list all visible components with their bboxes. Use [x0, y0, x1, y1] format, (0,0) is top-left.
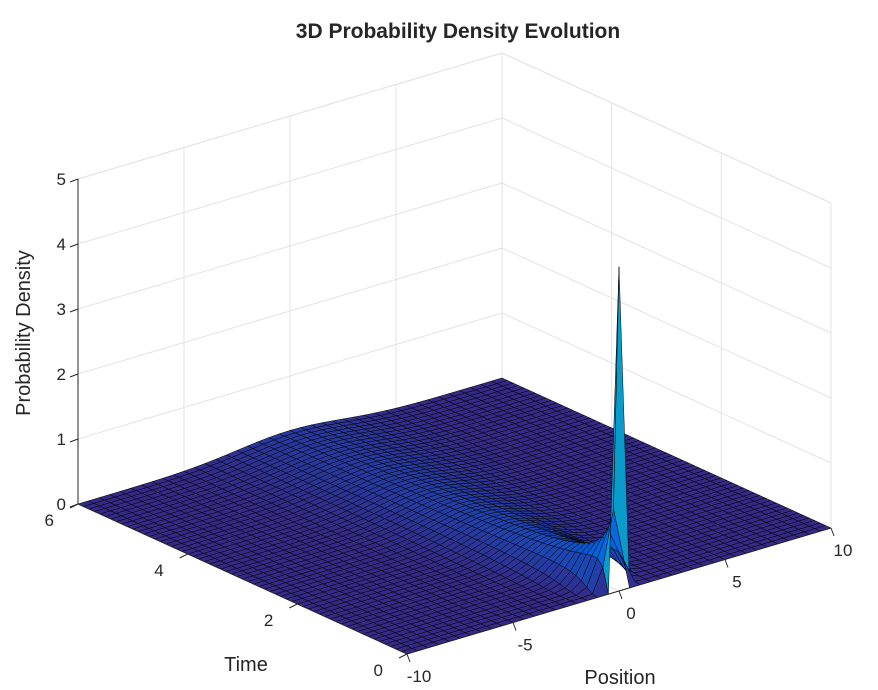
x-tick-mark [830, 527, 835, 537]
x-tick-label: -5 [517, 636, 532, 655]
y-axis-label: Time [224, 654, 268, 676]
grid-line [501, 312, 832, 464]
grid-line [501, 247, 832, 399]
x-tick-label: 0 [626, 604, 635, 623]
z-tick-mark [69, 373, 79, 378]
y-tick-mark [398, 653, 408, 659]
x-tick-mark [512, 622, 517, 631]
surface-layer [77, 266, 832, 655]
z-tick-mark [69, 243, 79, 248]
z-tick-mark [69, 503, 79, 508]
y-axis-line [77, 503, 408, 655]
grid-line [501, 182, 832, 334]
grid-line [501, 117, 832, 269]
x-tick-mark [406, 653, 411, 663]
x-tick-label: -10 [407, 667, 432, 686]
grid-line [77, 247, 503, 375]
chart-title: 3D Probability Density Evolution [296, 20, 620, 43]
z-tick-label: 1 [57, 430, 66, 449]
y-tick-label: 4 [154, 561, 163, 580]
x-tick-label: 5 [732, 573, 741, 592]
x-tick-mark [618, 590, 623, 600]
z-tick-label: 5 [57, 170, 66, 189]
box-edge-side-top [501, 52, 832, 204]
z-axis-label: Probability Density [13, 250, 35, 416]
z-tick-mark [69, 178, 79, 183]
x-tick-mark [724, 559, 729, 568]
z-tick-label: 0 [57, 495, 66, 514]
grid-line [77, 117, 503, 245]
x-axis-label: Position [584, 667, 655, 689]
box-edge-back-top [77, 52, 503, 180]
z-tick-mark [69, 308, 79, 313]
y-tick-label: 0 [374, 661, 383, 680]
z-tick-mark [69, 438, 79, 443]
y-tick-label: 6 [45, 511, 54, 530]
y-tick-mark [289, 603, 298, 609]
z-tick-label: 4 [57, 235, 66, 254]
grid-line [77, 312, 503, 440]
y-tick-label: 2 [264, 611, 273, 630]
z-tick-label: 2 [57, 365, 66, 384]
x-tick-label: 10 [834, 541, 853, 560]
z-tick-label: 3 [57, 300, 66, 319]
grid-line [77, 182, 503, 310]
y-tick-mark [179, 553, 188, 559]
